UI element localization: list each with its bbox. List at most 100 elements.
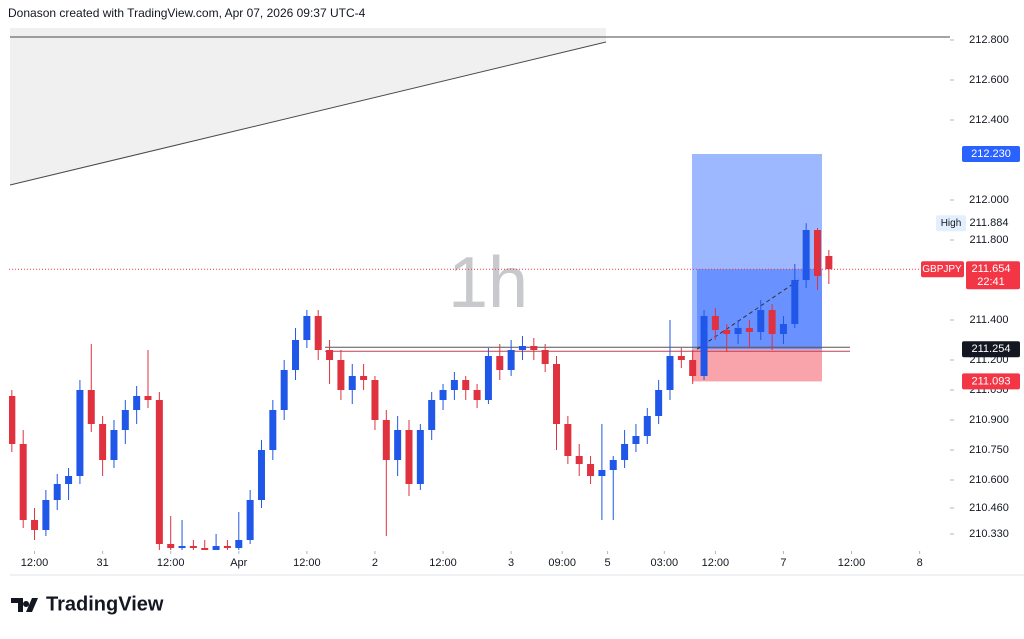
y-tick-label: 212.000: [969, 194, 1009, 206]
candle-body: [371, 380, 379, 420]
candle-body: [768, 310, 776, 334]
candle-body: [337, 360, 345, 390]
candle-body: [598, 470, 606, 476]
candle-body: [303, 316, 311, 340]
last-price-box: [966, 261, 1020, 290]
candle-body: [42, 500, 50, 530]
candle-body: [314, 316, 322, 350]
candle-body: [779, 324, 787, 334]
candle-body: [518, 346, 526, 350]
brand-logo: [11, 598, 38, 612]
stop-zone: [692, 349, 822, 382]
candle-body: [484, 356, 492, 400]
candle-body: [360, 376, 368, 380]
symbol-label: GBPJPY: [922, 264, 962, 275]
x-tick-label: 03:00: [651, 557, 679, 569]
y-tick-label: 211.400: [970, 314, 1009, 326]
candle-body: [167, 544, 175, 548]
candle-body: [428, 400, 436, 430]
candle-body: [666, 356, 674, 390]
candle-body: [496, 356, 504, 370]
target-progress: [697, 269, 822, 350]
candle-body: [76, 390, 84, 476]
y-tick-label: 212.600: [969, 74, 1009, 86]
x-tick-label: 09:00: [548, 557, 576, 569]
stop-label: 211.093: [972, 375, 1011, 387]
candle-body: [235, 540, 243, 548]
candle-body: [530, 346, 538, 350]
high-tag: High: [941, 218, 962, 229]
candle-body: [155, 400, 163, 544]
target-label: 212.230: [971, 148, 1011, 160]
candle-body: [178, 546, 186, 548]
candle-body: [689, 360, 697, 376]
y-tick-label: 211.800: [970, 234, 1009, 246]
candle-body: [65, 476, 73, 484]
symbol-box: [921, 261, 964, 278]
candle-body: [405, 430, 413, 484]
y-tick-label: 210.750: [969, 444, 1009, 456]
trend-shade: [10, 28, 606, 185]
candle-body: [416, 430, 424, 484]
candle-body: [382, 420, 390, 460]
y-tick-label: 212.400: [969, 114, 1009, 126]
x-tick-label: 12:00: [838, 557, 866, 569]
candle-body: [791, 280, 799, 324]
x-tick-label: 31: [96, 557, 108, 569]
candle-body: [450, 380, 458, 390]
candle-body: [507, 350, 515, 370]
candle-body: [825, 256, 833, 270]
candle-body: [31, 520, 39, 530]
last-price-label: 211.654: [972, 263, 1011, 275]
candle-body: [326, 350, 334, 360]
candle-body: [575, 456, 583, 464]
candle-body: [280, 370, 288, 410]
brand-name: TradingView: [46, 593, 164, 615]
candle-body: [87, 390, 95, 424]
target-box: [962, 146, 1020, 162]
candle-body: [121, 410, 129, 430]
candle-body: [677, 356, 685, 360]
y-tick-label: 210.330: [969, 528, 1009, 540]
brand: TradingView: [11, 593, 164, 615]
candle-body: [9, 396, 16, 444]
stop-box: [962, 373, 1020, 390]
candle-body: [711, 316, 719, 330]
candle-body: [257, 450, 265, 500]
candle-body: [621, 444, 629, 460]
candle-body: [541, 350, 549, 364]
plot: [9, 154, 950, 550]
candle-body: [246, 500, 254, 540]
candle-body: [462, 380, 470, 390]
candle-body: [53, 484, 61, 500]
candle-body: [110, 430, 118, 460]
candle-body: [632, 436, 640, 444]
candle-body: [564, 424, 572, 456]
interval-watermark: 1h: [448, 243, 528, 323]
candle-body: [348, 376, 356, 390]
candle-body: [99, 424, 107, 460]
x-tick-label: 12:00: [21, 557, 49, 569]
candle-body: [19, 444, 27, 520]
candle-body: [700, 316, 708, 376]
candle-body: [133, 396, 141, 410]
candle-body: [269, 410, 277, 450]
candle-body: [609, 460, 617, 470]
candle-body: [292, 340, 300, 370]
x-tick-label: 5: [605, 557, 611, 569]
high-label: 211.884: [970, 217, 1009, 229]
entry-label: 211.254: [972, 343, 1011, 355]
candle-body: [223, 546, 231, 548]
x-tick-label: 8: [917, 557, 923, 569]
candle-body: [723, 330, 731, 334]
candle-body: [802, 230, 810, 280]
y-tick-label: 212.800: [969, 34, 1009, 46]
x-tick-label: 12:00: [702, 557, 730, 569]
trend-line: [9, 41, 607, 186]
candle-body: [745, 328, 753, 332]
entry-box: [962, 341, 1020, 358]
y-tick-label: 210.600: [969, 474, 1009, 486]
candle-body: [212, 546, 220, 550]
candle-body: [655, 390, 663, 416]
